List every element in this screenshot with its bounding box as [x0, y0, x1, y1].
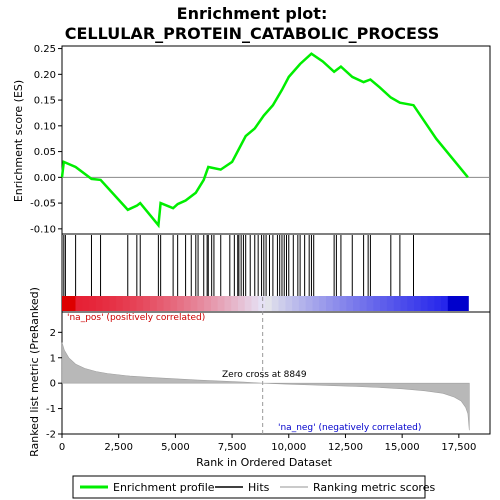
color-bar-segment: [157, 296, 164, 311]
x-tick-label: 2,500: [104, 442, 133, 453]
color-bar-segment: [394, 296, 401, 311]
zero-cross-label: Zero cross at 8849: [222, 370, 307, 380]
color-bar-segment: [62, 296, 69, 311]
color-bar-segment: [448, 296, 455, 311]
color-bar-segment: [421, 296, 428, 311]
color-bar-segment: [116, 296, 123, 311]
x-tick-label: 0: [59, 442, 65, 453]
color-bar-segment: [123, 296, 130, 311]
metric-y-tick-label: 2: [50, 328, 56, 339]
color-bar-segment: [204, 296, 211, 311]
color-bar-segment: [461, 296, 468, 311]
color-bar-segment: [434, 296, 441, 311]
color-bar-segment: [238, 296, 245, 311]
color-bar-segment: [197, 296, 204, 311]
legend-metric-label: Ranking metric scores: [313, 481, 435, 494]
color-bar-segment: [164, 296, 171, 311]
es-panel-frame: [62, 46, 490, 234]
color-bar-segment: [218, 296, 225, 311]
na-neg-label: 'na_neg' (negatively correlated): [278, 423, 421, 433]
chart-title-line1: Enrichment plot:: [177, 4, 328, 23]
x-tick-label: 5,000: [161, 442, 190, 453]
color-bar-segment: [96, 296, 103, 311]
rank-color-bar: [62, 296, 469, 311]
color-bar-segment: [252, 296, 259, 311]
color-bar-segment: [326, 296, 333, 311]
x-tick-label: 17,500: [441, 442, 476, 453]
color-bar-segment: [380, 296, 387, 311]
color-bar-segment: [109, 296, 116, 311]
color-bar-segment: [373, 296, 380, 311]
color-bar-segment: [279, 296, 286, 311]
es-y-tick-label: 0.15: [34, 96, 56, 107]
color-bar-segment: [387, 296, 394, 311]
x-axis-label: Rank in Ordered Dataset: [196, 456, 333, 469]
y-axis-label-metric: Ranked list metric (PreRanked): [28, 287, 41, 457]
es-y-tick-label: 0.25: [34, 44, 56, 55]
color-bar-segment: [76, 296, 83, 311]
color-bar-segment: [333, 296, 340, 311]
es-y-tick-label: 0.20: [34, 70, 56, 81]
color-bar-segment: [367, 296, 374, 311]
es-panel: -0.10 -0.05 0.00 0.05 0.10 0.15 0.20 0.25: [30, 44, 490, 235]
es-y-tick-label: -0.10: [30, 224, 56, 235]
color-bar-segment: [137, 296, 144, 311]
color-bar-segment: [441, 296, 448, 311]
color-bar-segment: [313, 296, 320, 311]
color-bar-segment: [184, 296, 191, 311]
color-bar-segment: [360, 296, 367, 311]
color-bar-segment: [285, 296, 292, 311]
na-pos-label: 'na_pos' (positively correlated): [67, 313, 205, 323]
color-bar-segment: [265, 296, 272, 311]
color-bar-segment: [428, 296, 435, 311]
color-bar-segment: [407, 296, 414, 311]
metric-y-tick-label: 0: [50, 379, 56, 390]
metric-y-tick-label: -1: [46, 404, 56, 415]
color-bar-segment: [346, 296, 353, 311]
color-bar-segment: [299, 296, 306, 311]
color-bar-segment: [272, 296, 279, 311]
color-bar-segment: [353, 296, 360, 311]
es-y-tick-label: 0.05: [34, 147, 56, 158]
hits-panel: [62, 234, 490, 312]
color-bar-segment: [82, 296, 89, 311]
color-bar-segment: [103, 296, 110, 311]
color-bar-segment: [245, 296, 252, 311]
y-axis-label-es: Enrichment score (ES): [12, 80, 25, 202]
color-bar-segment: [150, 296, 157, 311]
color-bar-segment: [191, 296, 198, 311]
es-y-tick-label: -0.05: [30, 199, 56, 210]
metric-y-tick-label: -2: [46, 430, 56, 441]
color-bar-segment: [455, 296, 462, 311]
color-bar-segment: [143, 296, 150, 311]
color-bar-segment: [231, 296, 238, 311]
color-bar-segment: [170, 296, 177, 311]
x-tick-label: 15,000: [385, 442, 420, 453]
color-bar-segment: [306, 296, 313, 311]
chart-title-line2: CELLULAR_PROTEIN_CATABOLIC_PROCESS: [65, 24, 440, 43]
es-y-tick-label: 0.00: [34, 173, 56, 184]
color-bar-segment: [69, 296, 76, 311]
color-bar-segment: [225, 296, 232, 311]
color-bar-segment: [401, 296, 408, 311]
color-bar-segment: [340, 296, 347, 311]
color-bar-segment: [211, 296, 218, 311]
x-tick-label: 12,500: [328, 442, 363, 453]
x-tick-label: 10,000: [271, 442, 306, 453]
color-bar-segment: [414, 296, 421, 311]
color-bar-segment: [130, 296, 137, 311]
legend-hits-label: Hits: [248, 481, 270, 494]
legend-enrichment-label: Enrichment profile: [113, 481, 215, 494]
color-bar-segment: [319, 296, 326, 311]
metric-y-tick-label: 1: [50, 353, 56, 364]
es-y-tick-label: 0.10: [34, 121, 56, 132]
color-bar-segment: [292, 296, 299, 311]
legend: Enrichment profile Hits Ranking metric s…: [73, 476, 435, 498]
color-bar-segment: [258, 296, 265, 311]
color-bar-segment: [177, 296, 184, 311]
color-bar-segment: [89, 296, 96, 311]
x-tick-label: 7,500: [218, 442, 247, 453]
